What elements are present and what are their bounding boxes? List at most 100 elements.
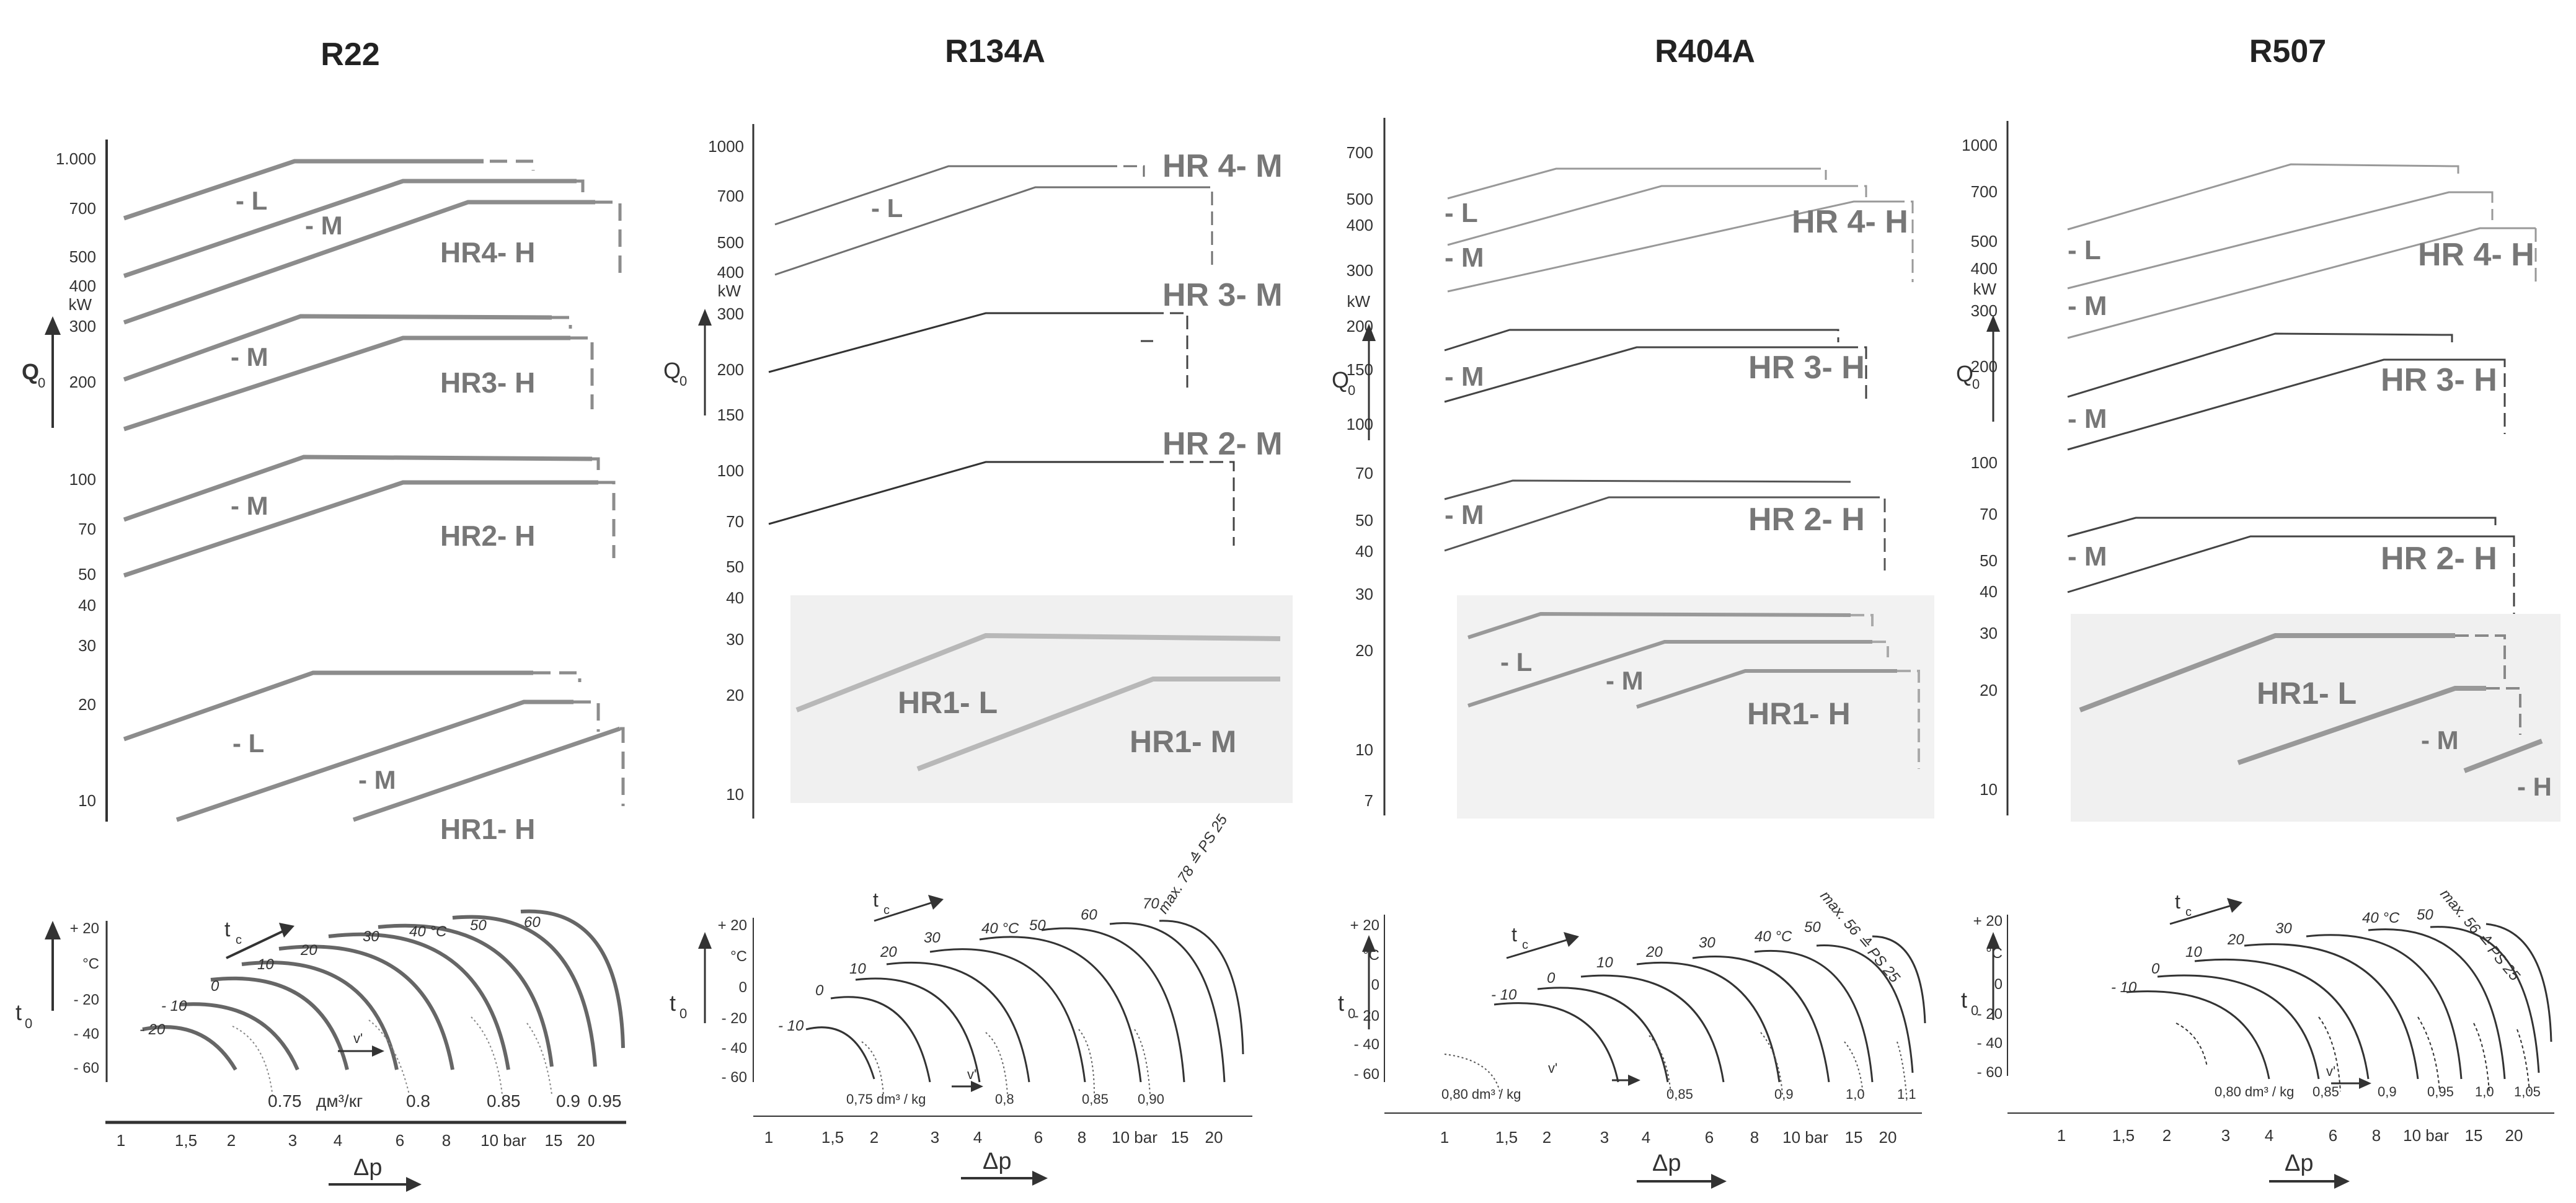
- curve-label: 0: [1547, 970, 1556, 987]
- dp-tick: 2: [870, 1128, 879, 1147]
- v-values: 0,75 dm³ / kg 0,8 0,85 0,90: [846, 1091, 1164, 1107]
- dp-ticks: 1 1,5 2 3 4 6 8 10 bar 15 20: [117, 1131, 595, 1150]
- y-axis-label: Q: [1332, 367, 1349, 393]
- q0-arrow-head: [698, 309, 712, 326]
- v-value: 0,85: [2313, 1084, 2339, 1099]
- t0-tick: - 60: [722, 1069, 747, 1086]
- q0-arrow-head: [45, 316, 61, 335]
- t0-ticks: + 20 °C 0 - 20 - 40 - 60: [718, 917, 747, 1086]
- tc-arrow-head: [2227, 898, 2242, 913]
- series-label: - L: [1500, 647, 1532, 677]
- y-tick: 70: [1355, 464, 1373, 482]
- dp-ticks: 1 1,5 2 3 4 6 8 10 bar 15 20: [764, 1128, 1223, 1147]
- y-tick: 50: [78, 565, 96, 584]
- t0-tick: °C: [1986, 945, 2003, 962]
- hr1-shaded-region: [790, 595, 1293, 803]
- series-label: - M: [1445, 500, 1484, 530]
- y-tick: 100: [69, 470, 96, 489]
- dp-tick: 10 bar: [1782, 1128, 1828, 1147]
- dp-tick: 20: [1879, 1128, 1897, 1147]
- panel-r507: R507 1000 700 500 400 300 200 100 70 50 …: [1956, 33, 2561, 1189]
- family-label: HR4- H: [440, 236, 535, 269]
- family-label: HR 2- H: [1748, 502, 1865, 538]
- dp-tick: 4: [334, 1131, 342, 1150]
- dp-tick: 6: [1705, 1128, 1714, 1147]
- dp-tick: 4: [2265, 1126, 2273, 1145]
- v-values: 0,80 dm³ / kg 0,85 0,9 0,95 1,0 1,05: [2215, 1084, 2541, 1099]
- y-tick: 30: [726, 630, 744, 649]
- tc-label-sub: c: [1522, 938, 1528, 952]
- dp-tick: 3: [2221, 1126, 2230, 1145]
- t0-tick: - 20: [722, 1010, 747, 1027]
- y-axis-label: Q: [22, 359, 39, 384]
- y-tick: 700: [1347, 143, 1373, 162]
- dp-arrow-head: [2334, 1174, 2350, 1189]
- t0-arrow-head: [1986, 932, 2000, 949]
- v-value: 0,9: [2378, 1084, 2397, 1099]
- y-tick: 30: [78, 636, 96, 655]
- tc-curves: [1494, 935, 1926, 1083]
- hr3-lines: [123, 314, 570, 432]
- curve-label: 60: [524, 914, 541, 931]
- curve-label: 50: [1029, 917, 1046, 934]
- v-value: 0.85: [487, 1091, 521, 1111]
- y-axis-label-sub: 0: [1348, 383, 1355, 398]
- curve-labels: - 10 0 10 20 30 40 °C 50 60 70 max. 78 ≙…: [778, 812, 1231, 1034]
- hr4-lines: [123, 159, 595, 325]
- family-label: HR2- H: [440, 520, 535, 552]
- dp-tick: 3: [1600, 1128, 1609, 1147]
- y-tick: 700: [69, 199, 96, 218]
- dp-arrow-head: [1711, 1174, 1727, 1189]
- tc-curves: [805, 920, 1244, 1083]
- y-tick: 700: [1971, 182, 1998, 201]
- series-label: - L: [871, 193, 903, 223]
- y-tick: 50: [1980, 551, 1998, 570]
- y-tick: 400: [1971, 259, 1998, 278]
- t0-tick: 0: [739, 979, 747, 996]
- v-arrow-head: [1628, 1075, 1640, 1086]
- dp-tick: 10 bar: [2403, 1126, 2449, 1145]
- curve-label: 20: [2227, 931, 2244, 948]
- y-tick: 70: [726, 512, 744, 531]
- curve-label: - 10: [1491, 987, 1517, 1003]
- dp-tick: 8: [2372, 1126, 2381, 1145]
- dp-tick: 2: [2162, 1126, 2171, 1145]
- t0-tick: - 60: [1354, 1066, 1379, 1083]
- t0-axis-label: t: [15, 1000, 22, 1025]
- series-label: - M: [2421, 726, 2459, 755]
- v-curves: [232, 1016, 552, 1098]
- tc-curves: [142, 909, 625, 1071]
- curve-label: 40 °C: [2362, 910, 2400, 926]
- dp-tick: 1: [1440, 1128, 1449, 1147]
- hr1-lines: [1467, 611, 1897, 709]
- curve-label: 40 °C: [1755, 928, 1792, 945]
- dp-tick: 15: [1171, 1128, 1189, 1147]
- dp-tick: 2: [1543, 1128, 1551, 1147]
- dp-axis-label: Δp: [353, 1155, 383, 1181]
- tc-label: t: [873, 889, 879, 911]
- family-label: HR1- L: [898, 685, 998, 720]
- t0-tick: - 40: [1354, 1036, 1379, 1053]
- family-label: HR3- H: [440, 366, 535, 399]
- y-tick: 70: [78, 520, 96, 538]
- family-label: HR 3- H: [2381, 362, 2497, 398]
- family-label: HR 2- M: [1162, 426, 1283, 462]
- v-value: 1,0: [2475, 1084, 2494, 1099]
- series-label: - M: [2068, 291, 2107, 321]
- q0-arrow-head: [1986, 315, 2000, 332]
- family-label: HR1- H: [1747, 696, 1851, 731]
- curve-label: 50: [1804, 919, 1821, 936]
- t0-axis-sub: 0: [1348, 1006, 1355, 1021]
- curve-label: 10: [849, 961, 866, 977]
- y-tick: 10: [1355, 740, 1373, 759]
- curve-label: 30: [2275, 920, 2292, 937]
- hr3-dashes: [552, 316, 594, 409]
- hr3-dashes: [1826, 329, 1867, 400]
- v-label: v': [967, 1067, 976, 1082]
- hr3-dashes: [2446, 334, 2506, 434]
- t0-axis-label: t: [670, 990, 676, 1016]
- dp-tick: 10 bar: [1112, 1128, 1157, 1147]
- chart-title: R507: [2249, 33, 2326, 69]
- dp-tick: 15: [1845, 1128, 1863, 1147]
- curve-label: - 20: [139, 1021, 166, 1038]
